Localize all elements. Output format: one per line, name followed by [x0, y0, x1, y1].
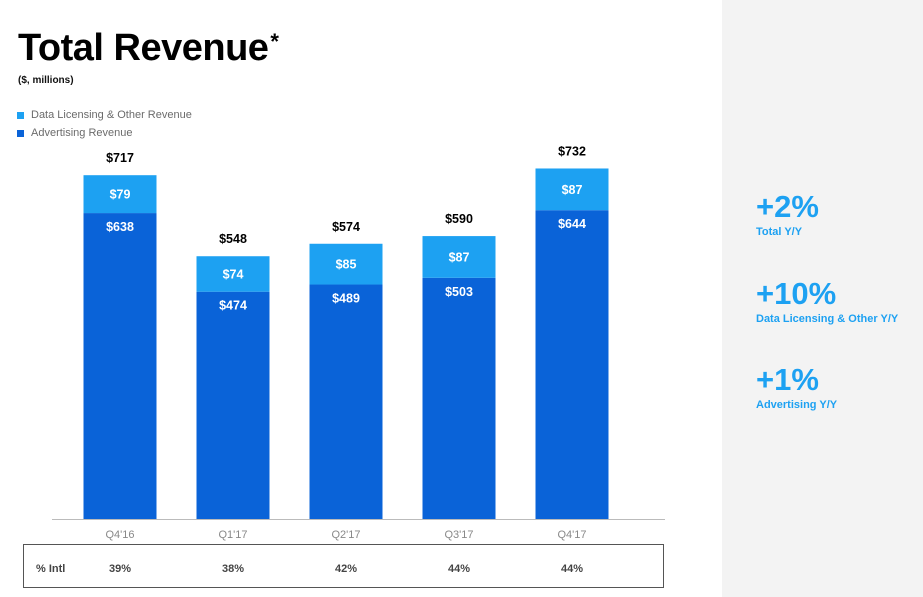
bar-advertising	[309, 284, 383, 519]
page-title: Total Revenue*	[18, 26, 279, 70]
x-tick-label: Q4'16	[105, 529, 134, 541]
data-label-data-licensing: $87	[449, 250, 470, 264]
stat-total-value: +2%	[756, 189, 819, 224]
legend-label-data-licensing: Data Licensing & Other Revenue	[31, 109, 192, 121]
legend-item-data-licensing: Data Licensing & Other Revenue	[17, 106, 192, 124]
legend: Data Licensing & Other Revenue Advertisi…	[17, 106, 192, 142]
stat-total-label: Total Y/Y	[756, 226, 803, 238]
intl-value: 44%	[447, 563, 471, 575]
chart-units: ($, millions)	[18, 75, 74, 86]
legend-label-advertising: Advertising Revenue	[31, 127, 133, 139]
bar-data-licensing	[196, 256, 270, 292]
data-label-advertising: $474	[219, 299, 247, 313]
x-tick-label: Q1'17	[218, 529, 247, 541]
legend-swatch-advertising	[17, 129, 24, 137]
stat-total: +2% Total Y/Y	[756, 191, 819, 239]
data-label-total: $574	[332, 220, 360, 234]
data-label-advertising: $644	[558, 217, 586, 231]
intl-table: % Intl 39% 38% 42% 44% 44%	[23, 544, 664, 588]
bar-data-licensing	[83, 175, 157, 214]
intl-value: 39%	[108, 563, 132, 575]
intl-value: 42%	[334, 563, 358, 575]
data-label-total: $717	[106, 151, 134, 165]
legend-swatch-data-licensing	[17, 111, 24, 119]
bar-data-licensing	[535, 168, 609, 211]
data-label-advertising: $503	[445, 285, 473, 299]
data-label-advertising: $489	[332, 292, 360, 306]
x-tick-label: Q2'17	[331, 529, 360, 541]
data-label-data-licensing: $85	[336, 258, 357, 272]
bar-data-licensing	[309, 243, 383, 285]
stat-data-licensing-value: +10%	[756, 276, 837, 311]
title-text: Total Revenue	[18, 27, 269, 69]
stat-advertising-label: Advertising Y/Y	[756, 399, 838, 411]
bar-advertising	[535, 210, 609, 519]
data-label-total: $590	[445, 212, 473, 226]
stat-advertising: +1% Advertising Y/Y	[756, 364, 837, 412]
bar-advertising	[196, 291, 270, 519]
bar-data-licensing	[422, 236, 496, 278]
data-label-total: $548	[219, 232, 247, 246]
legend-item-advertising: Advertising Revenue	[17, 124, 192, 142]
intl-value: 38%	[221, 563, 245, 575]
stat-data-licensing: +10% Data Licensing & Other Y/Y	[756, 278, 898, 326]
data-label-data-licensing: $87	[562, 183, 583, 197]
stat-advertising-value: +1%	[756, 362, 819, 397]
revenue-bar-chart: $79 $638 $717 Q4'16 $74 $474 $548 Q1'17 $85 $489 $…	[52, 144, 665, 541]
data-label-advertising: $638	[106, 220, 134, 234]
yoy-sidebar: +2% Total Y/Y +10% Data Licensing & Othe…	[722, 0, 923, 597]
intl-value: 44%	[560, 563, 584, 575]
stat-data-licensing-label: Data Licensing & Other Y/Y	[756, 313, 899, 325]
bar-advertising	[83, 213, 157, 519]
data-label-data-licensing: $74	[223, 267, 244, 281]
x-tick-label: Q4'17	[557, 529, 586, 541]
intl-label: % Intl	[36, 563, 66, 575]
title-footnote-mark: *	[270, 29, 279, 54]
data-label-total: $732	[558, 144, 586, 158]
bar-advertising	[422, 277, 496, 519]
x-tick-label: Q3'17	[444, 529, 473, 541]
data-label-data-licensing: $79	[110, 188, 131, 202]
